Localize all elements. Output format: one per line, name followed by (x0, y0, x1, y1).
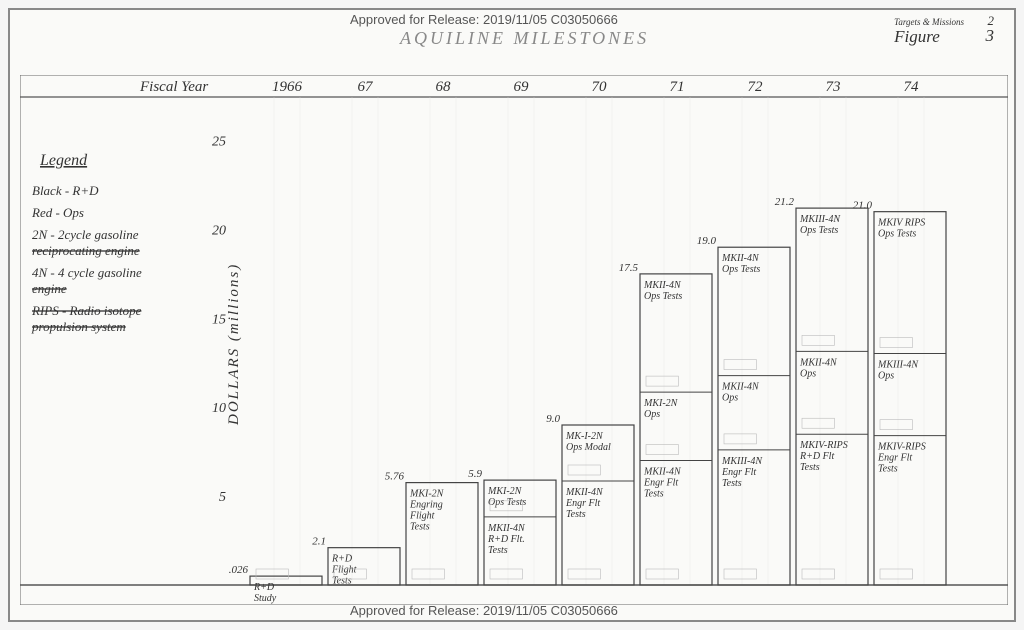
svg-text:74: 74 (904, 79, 920, 95)
svg-text:propulsion system: propulsion system (31, 319, 126, 334)
svg-text:71: 71 (670, 79, 685, 95)
svg-text:5: 5 (219, 490, 226, 505)
svg-text:engine: engine (32, 281, 67, 296)
svg-text:MKII-4NEngr FltTests: MKII-4NEngr FltTests (565, 487, 604, 520)
svg-text:68: 68 (436, 79, 452, 95)
svg-text:MKII-4NOps Tests: MKII-4NOps Tests (643, 280, 682, 302)
svg-text:69: 69 (514, 79, 530, 95)
sheet: Approved for Release: 2019/11/05 C030506… (8, 8, 1016, 622)
svg-text:MK-I-2NOps Modal: MK-I-2NOps Modal (565, 431, 611, 453)
svg-text:MKII-4NR+D Flt.Tests: MKII-4NR+D Flt.Tests (487, 523, 526, 556)
svg-text:MKIII-4NOps: MKIII-4NOps (877, 360, 919, 382)
svg-text:72: 72 (748, 79, 764, 95)
corner-labels: Targets & Missions 2 Figure 3 (894, 14, 964, 47)
svg-text:70: 70 (592, 79, 608, 95)
svg-text:Legend: Legend (39, 152, 88, 169)
svg-text:R+DFlightTests: R+DFlightTests (331, 554, 357, 587)
svg-text:R+DStudy: R+DStudy (253, 582, 277, 604)
svg-text:Red - Ops: Red - Ops (31, 205, 84, 220)
svg-text:17.5: 17.5 (619, 262, 639, 274)
approved-top: Approved for Release: 2019/11/05 C030506… (350, 12, 618, 27)
svg-text:5.9: 5.9 (468, 468, 482, 480)
svg-text:.026: .026 (229, 564, 249, 576)
svg-text:MKII-4NOps Tests: MKII-4NOps Tests (721, 253, 760, 275)
svg-text:MKIII-4NEngr FltTests: MKIII-4NEngr FltTests (721, 456, 763, 489)
svg-text:MKII-4NEngr FltTests: MKII-4NEngr FltTests (643, 467, 682, 500)
svg-text:19.0: 19.0 (697, 235, 717, 247)
svg-text:MKIV-RIPSEngr FltTests: MKIV-RIPSEngr FltTests (877, 442, 926, 475)
svg-text:1966: 1966 (272, 79, 303, 95)
milestone-chart: 5 10 15 20 25 Fiscal Year 1966 67 68 69 70 71 72 73 74… (20, 75, 1008, 605)
svg-text:MKII-4NOps: MKII-4NOps (799, 357, 838, 379)
svg-text:DOLLARS (millions): DOLLARS (millions) (226, 263, 242, 426)
svg-text:MKIV-RIPSR+D FltTests: MKIV-RIPSR+D FltTests (799, 440, 848, 473)
svg-text:MKI-2NOps: MKI-2NOps (643, 398, 679, 420)
svg-text:9.0: 9.0 (546, 413, 560, 425)
svg-text:MKI-2NEngringFlightTests: MKI-2NEngringFlightTests (409, 489, 445, 533)
svg-text:2N - 2cycle gasoline: 2N - 2cycle gasoline (32, 227, 139, 242)
svg-text:Fiscal Year: Fiscal Year (139, 79, 208, 95)
svg-text:MKIII-4NOps Tests: MKIII-4NOps Tests (799, 214, 841, 236)
svg-text:RIPS - Radio isotope: RIPS - Radio isotope (31, 303, 142, 318)
svg-text:MKI-2NOps Tests: MKI-2NOps Tests (487, 486, 526, 508)
svg-text:25: 25 (212, 135, 226, 150)
svg-text:reciprocating engine: reciprocating engine (32, 243, 140, 258)
svg-text:21.0: 21.0 (853, 200, 873, 212)
svg-text:67: 67 (358, 79, 375, 95)
svg-text:MKIV RIPSOps Tests: MKIV RIPSOps Tests (877, 218, 925, 240)
svg-text:MKII-4NOps: MKII-4NOps (721, 382, 760, 404)
svg-text:4N - 4 cycle gasoline: 4N - 4 cycle gasoline (32, 265, 142, 280)
svg-text:20: 20 (212, 223, 226, 238)
chart-title: AQUILINE MILESTONES (400, 28, 649, 49)
approved-bottom: Approved for Release: 2019/11/05 C030506… (350, 603, 618, 618)
svg-text:73: 73 (826, 79, 841, 95)
svg-text:10: 10 (212, 401, 226, 416)
svg-text:Black - R+D: Black - R+D (32, 183, 99, 198)
svg-text:15: 15 (212, 312, 226, 327)
svg-text:21.2: 21.2 (775, 196, 795, 208)
svg-text:2.1: 2.1 (312, 536, 326, 548)
svg-text:5.76: 5.76 (385, 471, 405, 483)
